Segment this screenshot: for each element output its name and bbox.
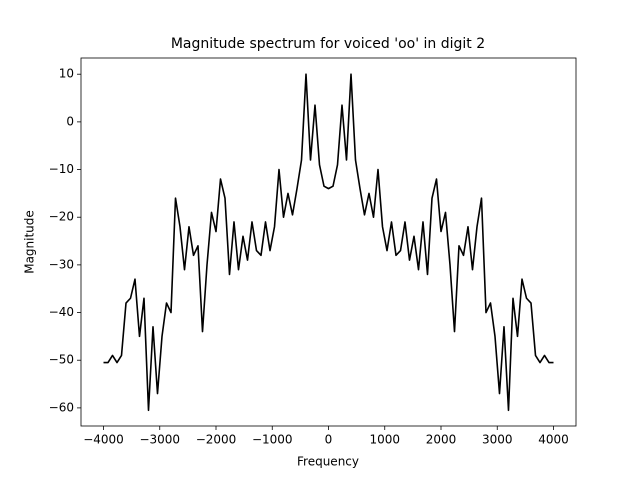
spectrum-line xyxy=(103,73,554,412)
y-tick-label: −40 xyxy=(49,305,74,319)
y-tick-label: −10 xyxy=(49,162,74,176)
y-tick-label: 0 xyxy=(66,114,74,128)
x-tick-label: 1000 xyxy=(369,433,400,447)
y-tick-label: −20 xyxy=(49,210,74,224)
x-tick-label: −2000 xyxy=(196,433,237,447)
x-tick-label: −1000 xyxy=(252,433,293,447)
y-tick-label: −50 xyxy=(49,353,74,367)
plot-frame xyxy=(80,57,577,427)
x-tick-label: −4000 xyxy=(83,433,124,447)
y-axis-label: Magnitude xyxy=(23,210,37,274)
y-tick-label: −30 xyxy=(49,257,74,271)
x-axis-label: Frequency xyxy=(297,455,359,469)
x-tick-label: 3000 xyxy=(482,433,513,447)
x-tick-label: 2000 xyxy=(426,433,457,447)
x-tick-label: −3000 xyxy=(139,433,180,447)
x-tick-label: 0 xyxy=(325,433,333,447)
x-tick-label: 4000 xyxy=(538,433,569,447)
chart-title: Magnitude spectrum for voiced 'oo' in di… xyxy=(171,36,485,52)
y-tick-label: −60 xyxy=(49,400,74,414)
y-tick-label: 10 xyxy=(59,67,74,81)
